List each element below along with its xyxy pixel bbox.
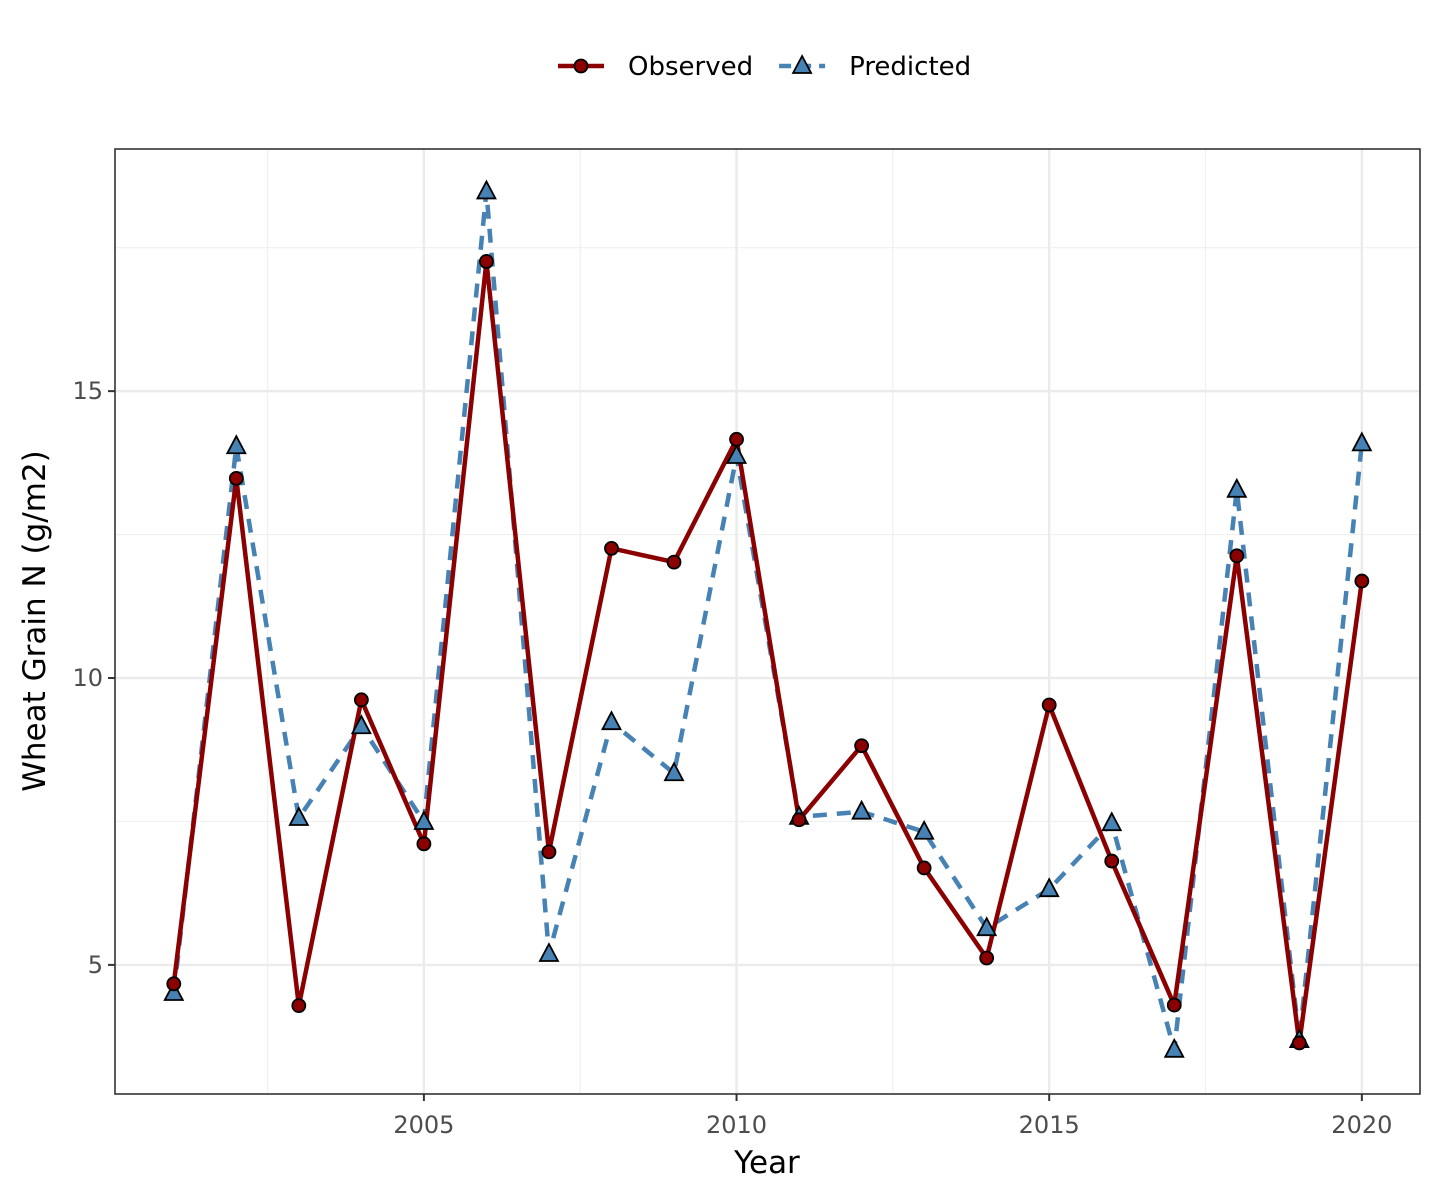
point xyxy=(666,554,682,570)
legend: Observed Predicted xyxy=(558,52,971,82)
legend-key-marker xyxy=(573,58,589,74)
legend-key-marker xyxy=(791,54,813,74)
y-axis-title: Wheat Grain N (g/m2) xyxy=(17,450,53,792)
point xyxy=(416,836,432,852)
point xyxy=(291,998,307,1014)
point xyxy=(538,942,560,962)
point xyxy=(854,738,870,754)
point xyxy=(1229,548,1245,564)
point xyxy=(1104,853,1120,869)
x-tick-label: 2015 xyxy=(1019,1111,1080,1139)
x-axis-title: Year xyxy=(733,1145,800,1181)
point xyxy=(726,444,748,464)
plot-border xyxy=(114,148,1421,1095)
point xyxy=(350,714,372,735)
y-tick-label: 5 xyxy=(88,951,103,979)
point xyxy=(353,692,369,708)
point xyxy=(851,799,873,820)
point xyxy=(288,806,310,826)
point xyxy=(1226,477,1248,498)
point xyxy=(541,844,557,860)
point xyxy=(913,819,935,840)
x-tick-label: 2010 xyxy=(706,1111,767,1139)
point xyxy=(225,434,247,455)
point xyxy=(228,470,244,486)
point xyxy=(604,540,619,556)
legend-label: Predicted xyxy=(849,52,971,82)
point xyxy=(1351,431,1373,452)
point xyxy=(729,431,744,447)
y-tick-label: 15 xyxy=(72,377,103,405)
point xyxy=(791,812,807,828)
point xyxy=(1038,877,1060,898)
point xyxy=(976,916,998,937)
series-line xyxy=(171,189,1365,1053)
point xyxy=(600,710,622,731)
point xyxy=(1101,811,1123,832)
point xyxy=(916,860,932,876)
point xyxy=(166,976,182,992)
point xyxy=(1163,1037,1185,1058)
y-tick-label: 10 xyxy=(72,664,103,692)
point xyxy=(1354,573,1370,589)
point xyxy=(663,761,685,782)
point xyxy=(979,950,995,966)
point xyxy=(163,981,185,1001)
x-tick-label: 2005 xyxy=(393,1111,454,1139)
point xyxy=(1291,1035,1307,1051)
series-line xyxy=(171,259,1365,1046)
point xyxy=(1166,997,1182,1013)
point xyxy=(1041,697,1057,713)
point xyxy=(475,179,497,200)
legend-label: Observed xyxy=(628,52,753,82)
x-tick-label: 2020 xyxy=(1331,1111,1392,1139)
point xyxy=(479,254,494,269)
point xyxy=(413,810,435,830)
